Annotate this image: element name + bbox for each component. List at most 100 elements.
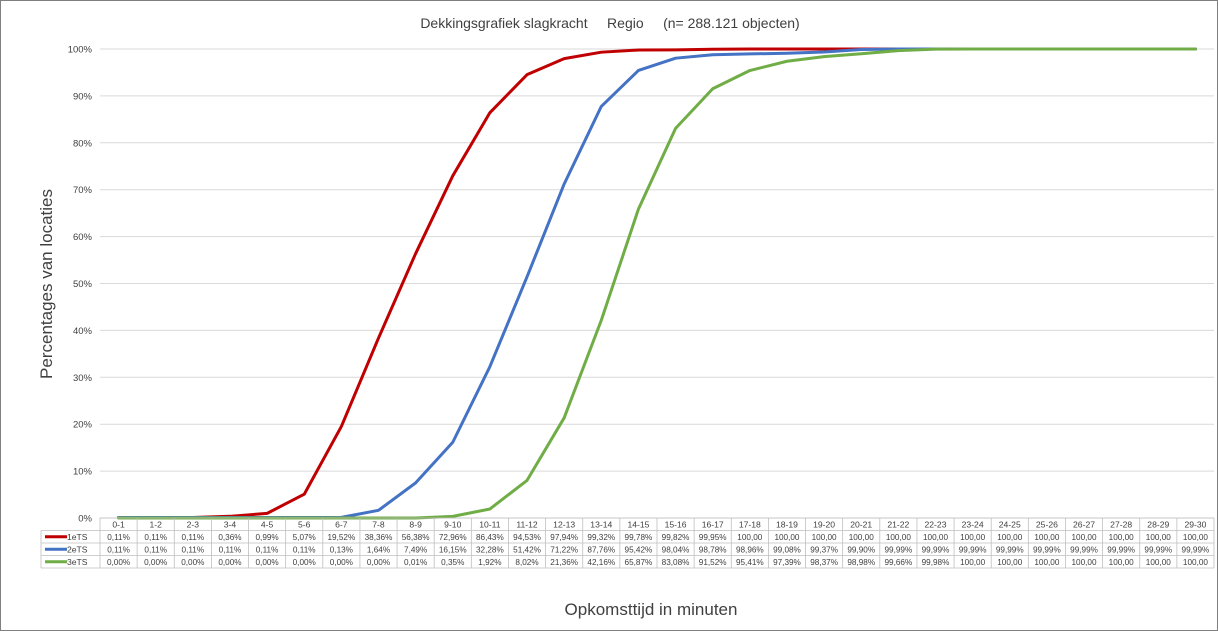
table-cell: 100,00 (1072, 533, 1097, 542)
table-cell: 19,52% (327, 533, 355, 542)
x-category-label: 5-6 (298, 519, 311, 529)
table-cell: 99,99% (1182, 545, 1210, 554)
table-cell: 97,94% (550, 533, 578, 542)
table-cell: 71,22% (550, 545, 578, 554)
legend-label-3eTS: 3eTS (67, 557, 88, 567)
table-cell: 0,35% (441, 558, 464, 567)
y-axis-title: Percentages van locaties (37, 189, 56, 379)
table-cell: 100,00 (997, 533, 1022, 542)
x-category-label: 19-20 (813, 519, 835, 529)
table-cell: 100,00 (923, 533, 948, 542)
table-cell: 0,13% (330, 545, 353, 554)
table-cell: 56,38% (402, 533, 430, 542)
table-cell: 16,15% (439, 545, 467, 554)
table-cell: 0,11% (256, 545, 279, 554)
x-category-label: 28-29 (1147, 519, 1169, 529)
table-cell: 0,00% (367, 558, 390, 567)
table-cell: 87,76% (587, 545, 615, 554)
x-category-label: 21-22 (887, 519, 909, 529)
table-cell: 0,00% (144, 558, 167, 567)
table-cell: 0,11% (144, 545, 167, 554)
table-cell: 65,87% (625, 558, 653, 567)
x-axis-title: Opkomsttijd in minuten (565, 600, 738, 619)
table-cell: 0,11% (182, 533, 205, 542)
table-cell: 0,00% (218, 558, 241, 567)
table-cell: 100,00 (1183, 558, 1208, 567)
table-cell: 1,92% (478, 558, 501, 567)
table-cell: 99,99% (1107, 545, 1135, 554)
table-cell: 100,00 (960, 533, 985, 542)
x-category-label: 22-23 (925, 519, 947, 529)
table-cell: 100,00 (737, 533, 762, 542)
table-cell: 97,39% (773, 558, 801, 567)
x-category-label: 15-16 (665, 519, 687, 529)
table-cell: 0,00% (107, 558, 130, 567)
x-category-label: 8-9 (409, 519, 422, 529)
y-tick-label: 10% (73, 467, 93, 478)
x-category-label: 7-8 (372, 519, 385, 529)
table-cell: 99,82% (662, 533, 690, 542)
table-cell: 0,00% (330, 558, 353, 567)
table-cell: 100,00 (960, 558, 985, 567)
y-tick-label: 30% (73, 373, 93, 384)
gridlines (100, 48, 1214, 519)
y-tick-label: 80% (73, 138, 93, 149)
table-cell: 98,78% (699, 545, 727, 554)
table-cell: 100,00 (1146, 558, 1171, 567)
table-cell: 100,00 (886, 533, 911, 542)
table-cell: 32,28% (476, 545, 504, 554)
chart-title: Dekkingsgrafiek slagkracht Regio (n= 288… (420, 15, 799, 31)
table-cell: 99,99% (1033, 545, 1061, 554)
table-cell: 51,42% (513, 545, 541, 554)
table-cell: 100,00 (812, 533, 837, 542)
x-category-label: 18-19 (776, 519, 798, 529)
table-cell: 100,00 (1072, 558, 1097, 567)
x-category-label: 29-30 (1184, 519, 1206, 529)
x-category-label: 3-4 (224, 519, 237, 529)
x-category-label: 10-11 (479, 519, 501, 529)
table-cell: 100,00 (1109, 558, 1134, 567)
table-cell: 99,78% (625, 533, 653, 542)
x-category-label: 20-21 (850, 519, 872, 529)
table-cell: 100,00 (774, 533, 799, 542)
x-category-label: 25-26 (1036, 519, 1058, 529)
table-cell: 98,98% (847, 558, 875, 567)
table-cell: 91,52% (699, 558, 727, 567)
y-tick-label: 90% (73, 91, 93, 102)
table-cell: 42,16% (587, 558, 615, 567)
x-category-label: 13-14 (590, 519, 612, 529)
table-cell: 0,00% (293, 558, 316, 567)
table-cell: 99,99% (1144, 545, 1172, 554)
x-category-label: 23-24 (962, 519, 984, 529)
x-category-label: 16-17 (702, 519, 724, 529)
x-category-label: 0-1 (112, 519, 125, 529)
table-cell: 0,11% (293, 545, 316, 554)
table-cell: 0,01% (404, 558, 427, 567)
data-table: 0-1 1-2 2-3 3-4 4-5 5-6 6-7 7-8 8-9 9-10 10-11 11-1… (40, 517, 1215, 569)
table-cell: 94,53% (513, 533, 541, 542)
table-cell: 100,00 (1034, 533, 1059, 542)
table-cell: 99,99% (959, 545, 987, 554)
table-cell: 100,00 (1109, 533, 1134, 542)
table-cell: 1,64% (367, 545, 390, 554)
table-cell: 100,00 (849, 533, 874, 542)
table-cell: 5,07% (293, 533, 316, 542)
x-category-label: 24-25 (999, 519, 1021, 529)
y-tick-label: 100% (68, 45, 93, 56)
y-tick-label: 70% (73, 185, 93, 196)
table-cell: 7,49% (404, 545, 427, 554)
table-cell: 99,66% (884, 558, 912, 567)
table-cell: 100,00 (997, 558, 1022, 567)
table-cell: 99,32% (587, 533, 615, 542)
x-category-label: 11-12 (516, 519, 538, 529)
table-cell: 0,11% (144, 533, 167, 542)
table-cell: 99,08% (773, 545, 801, 554)
x-category-label: 17-18 (739, 519, 761, 529)
y-tick-label: 60% (73, 232, 93, 243)
x-category-label: 27-28 (1110, 519, 1132, 529)
table-cell: 0,11% (182, 545, 205, 554)
table-cell: 0,11% (107, 533, 130, 542)
table-cell: 99,98% (922, 558, 950, 567)
table-cell: 98,37% (810, 558, 838, 567)
